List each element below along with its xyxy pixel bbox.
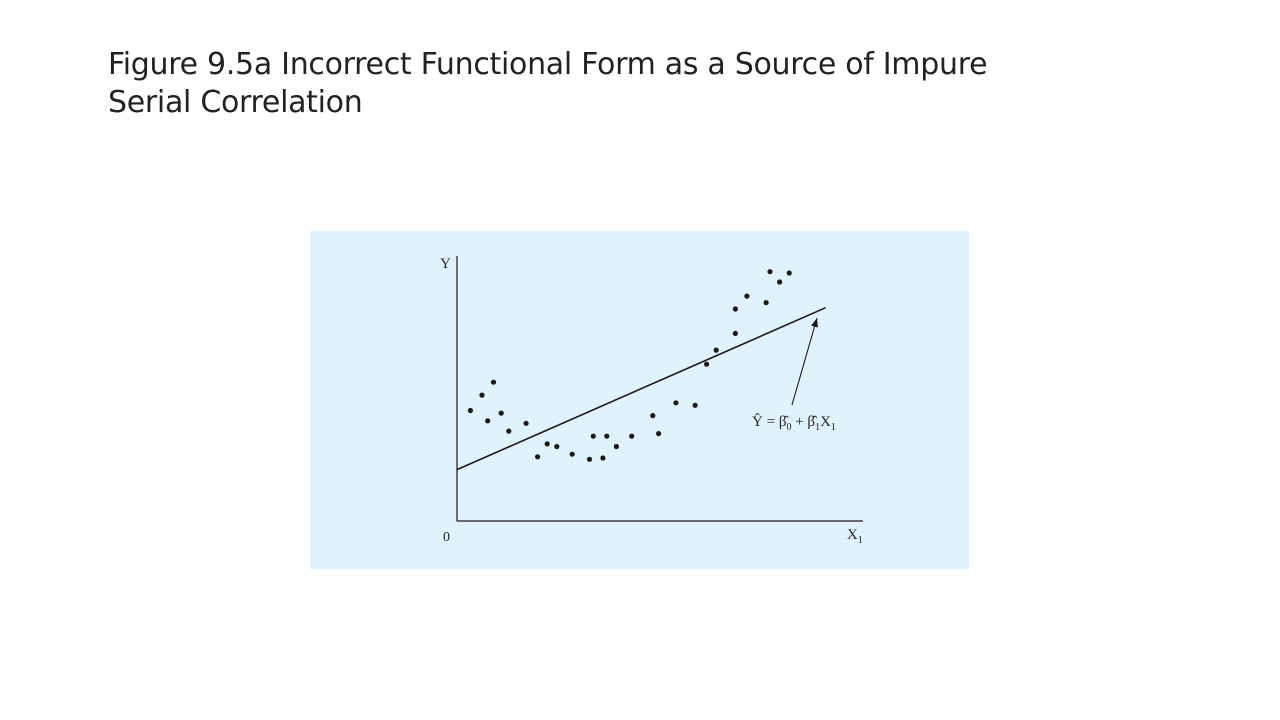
equation-beta1-subscript: 1 (815, 422, 820, 433)
data-point (786, 270, 792, 276)
data-point (777, 279, 783, 285)
data-point (479, 392, 485, 398)
equation-beta0-subscript: 0 (786, 422, 791, 433)
scatter-chart: Y 0 X1 Ŷ = β̂0 + β̂1X1 (310, 231, 969, 569)
data-point (498, 410, 504, 416)
x-axis-label: X1 (847, 527, 863, 546)
x-axis-label-main: X (847, 527, 858, 543)
regression-equation: Ŷ = β̂0 + β̂1X1 (752, 413, 836, 433)
data-point (613, 443, 619, 450)
data-point (713, 347, 719, 353)
data-point (704, 361, 710, 367)
origin-label: 0 (443, 530, 450, 545)
chart-background (310, 231, 969, 569)
data-point (763, 300, 769, 306)
data-point (767, 269, 773, 275)
data-point (744, 293, 750, 299)
data-point (554, 443, 560, 450)
equation-x-subscript: 1 (831, 422, 836, 433)
equation-plus: + (791, 414, 807, 430)
slide-title: Figure 9.5a Incorrect Functional Form as… (108, 47, 988, 120)
y-axis-label: Y (440, 256, 451, 272)
data-point (629, 433, 635, 439)
equation-equals: = (763, 414, 779, 430)
equation-beta0: β̂ (779, 414, 790, 430)
equation-y-hat: Ŷ (752, 413, 763, 430)
fitted-regression-line (456, 306, 826, 471)
data-point (604, 433, 610, 439)
data-point (490, 379, 497, 385)
data-point (506, 428, 512, 434)
data-point (467, 407, 473, 414)
data-point (544, 441, 550, 447)
data-point (692, 402, 698, 408)
figure-panel: Y 0 X1 Ŷ = β̂0 + β̂1X1 (310, 231, 969, 569)
data-point (569, 451, 575, 457)
data-point (656, 431, 662, 437)
equation-x: X (820, 414, 831, 430)
equation-beta1: β̂ (807, 414, 818, 430)
data-point (732, 330, 738, 336)
x-axis-label-subscript: 1 (858, 535, 863, 546)
data-point (600, 455, 606, 461)
data-point (485, 418, 491, 424)
annotation-arrow (791, 317, 818, 406)
data-point (535, 454, 541, 460)
data-points (467, 269, 792, 462)
data-point (673, 400, 679, 406)
data-point (590, 433, 596, 439)
data-point (732, 306, 738, 312)
data-point (650, 413, 656, 419)
data-point (523, 420, 529, 426)
data-point (586, 456, 593, 462)
